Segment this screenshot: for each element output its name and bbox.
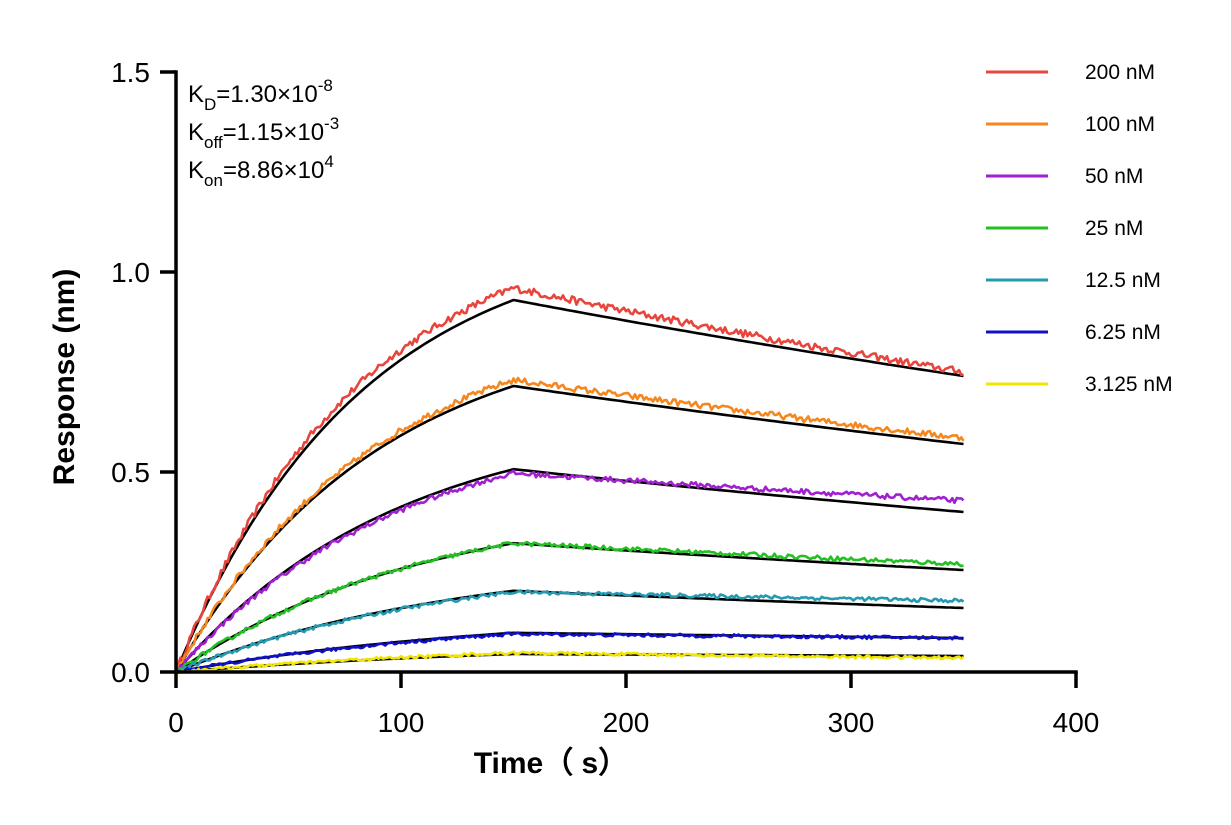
legend: 200 nM 100 nM 50 nM 25 nM 12.5 nM 6.25 nM 3.12… [986,61,1173,396]
x-tick-label: 400 [1053,707,1100,738]
legend-label: 12.5 nM [1085,269,1161,292]
legend-label: 25 nM [1085,217,1143,240]
y-axis-title: Response (nm) [48,269,81,486]
series-line [175,631,964,674]
y-tick-label: 0.5 [111,457,150,488]
y-tick-label: 1.0 [111,257,150,288]
legend-label: 100 nM [1085,113,1155,136]
legend-label: 6.25 nM [1085,321,1161,344]
series-line [175,589,965,674]
kinetic-constant-on: Kon=8.86×104 [188,152,334,190]
kinetic-constant-off: Koff=1.15×10-3 [188,114,339,152]
response-curves [174,285,965,675]
x-tick-label: 200 [603,707,650,738]
legend-label: 200 nM [1085,61,1155,84]
legend-label: 3.125 nM [1085,373,1173,396]
x-tick-label: 300 [828,707,875,738]
y-tick-label: 0.0 [111,657,150,688]
fit-curve [175,541,964,674]
series-line [175,650,965,675]
fit-curves [174,298,964,674]
axes: 0 100 200 300 400 0.0 0.5 1.0 1.5 Time（ s） Respons… [48,57,1099,780]
kinetic-constant-D: KD=1.30×10-8 [188,76,333,114]
series-line [175,540,964,674]
y-tick-label: 1.5 [111,57,150,88]
fit-curve [175,467,964,673]
series-line [174,376,965,673]
legend-label: 50 nM [1085,165,1143,188]
series-line [175,469,965,674]
x-tick-label: 0 [168,707,184,738]
x-tick-label: 100 [378,707,425,738]
series-line [174,285,964,673]
x-axis-title: Time（ s） [474,746,629,780]
fit-curve [174,298,964,673]
fit-curve [174,384,964,673]
